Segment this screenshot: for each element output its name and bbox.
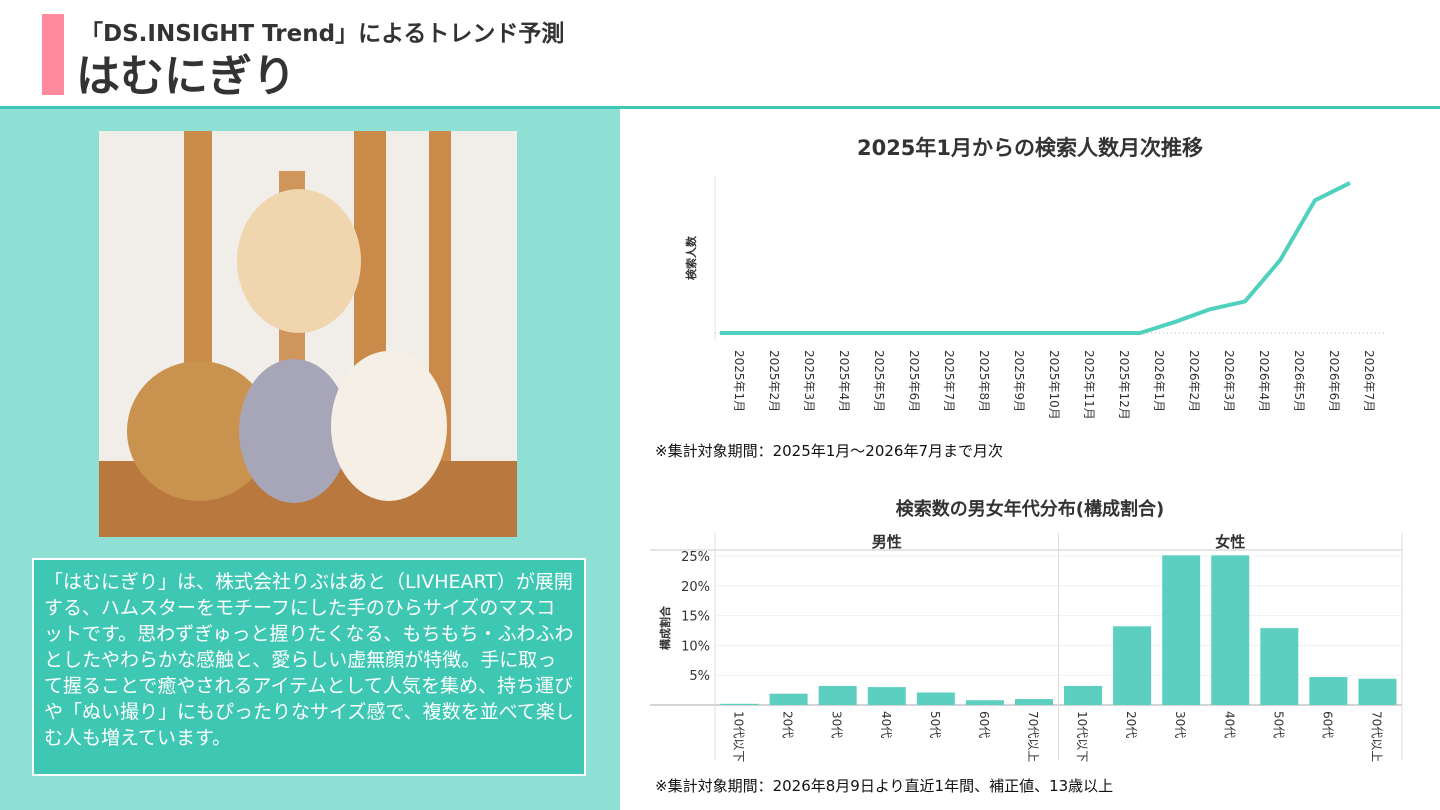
x-tick-label: 40代	[879, 711, 893, 738]
x-tick-label: 2025年8月	[977, 350, 991, 412]
y-tick-label: 20%	[681, 580, 710, 595]
product-photo	[99, 131, 517, 537]
bar	[1064, 685, 1103, 705]
x-tick-label: 2026年7月	[1362, 350, 1376, 412]
x-tick-label: 60代	[977, 711, 991, 738]
x-tick-label: 2025年7月	[942, 350, 956, 412]
y-axis-label: 検索人数	[684, 235, 698, 280]
bar	[1162, 555, 1201, 705]
bar	[916, 692, 955, 705]
y-tick-label: 15%	[681, 610, 710, 625]
bar	[965, 700, 1004, 705]
x-tick-label: 40代	[1222, 711, 1236, 738]
chart-title: 検索数の男女年代分布(構成割合)	[896, 498, 1164, 520]
x-tick-label: 2026年2月	[1187, 350, 1201, 412]
line	[720, 181, 1351, 335]
x-tick-label: 2025年12月	[1117, 350, 1131, 420]
panel-label: 男性	[872, 533, 902, 551]
bar	[1014, 699, 1053, 705]
bar	[1113, 626, 1152, 705]
x-tick-label: 2025年6月	[907, 350, 921, 412]
accent-bar	[42, 14, 64, 95]
x-tick-label: 2026年3月	[1222, 350, 1236, 412]
description: 「はむにぎり」は、株式会社りぶはあと（LIVHEART）が展開する、ハムスターを…	[32, 558, 586, 776]
x-tick-label: 10代以下	[732, 711, 746, 762]
x-tick-label: 2025年3月	[802, 350, 816, 412]
y-tick-label: 10%	[681, 639, 710, 654]
title: はむにぎり	[76, 51, 296, 102]
y-tick-label: 25%	[681, 550, 710, 565]
bar	[1260, 628, 1299, 705]
x-tick-label: 2025年1月	[732, 350, 746, 412]
note: ※集計対象期間：2025年1月〜2026年7月まで月次	[655, 442, 1004, 460]
bar	[1358, 678, 1397, 705]
x-tick-label: 2025年4月	[837, 350, 851, 412]
x-tick-label: 2026年5月	[1292, 350, 1306, 412]
x-tick-label: 2025年2月	[767, 350, 781, 412]
bar	[769, 693, 808, 705]
x-tick-label: 60代	[1320, 711, 1334, 738]
x-tick-label: 20代	[1124, 711, 1138, 738]
bar	[1211, 555, 1250, 705]
x-tick-label: 2025年10月	[1047, 350, 1061, 420]
y-tick-label: 5%	[689, 669, 710, 684]
bar	[720, 703, 759, 705]
x-tick-label: 2026年1月	[1152, 350, 1166, 412]
right-panel	[620, 109, 1440, 810]
x-tick-label: 2026年4月	[1257, 350, 1271, 412]
x-tick-label: 20代	[781, 711, 795, 738]
divider	[0, 106, 1440, 109]
x-tick-label: 50代	[928, 711, 942, 738]
x-tick-label: 50代	[1271, 711, 1285, 738]
x-tick-label: 2025年5月	[872, 350, 886, 412]
x-tick-label: 30代	[1173, 711, 1187, 738]
x-tick-label: 2026年6月	[1327, 350, 1341, 412]
y-axis-label: 構成割合	[658, 605, 672, 650]
x-tick-label: 70代以上	[1369, 711, 1383, 762]
x-tick-label: 70代以上	[1026, 711, 1040, 762]
panel-label: 女性	[1215, 533, 1245, 551]
bar	[867, 687, 906, 705]
note: ※集計対象期間：2026年8月9日より直近1年間、補正値、13歳以上	[655, 777, 1114, 795]
subtitle: 「DS.INSIGHT Trend」によるトレンド予測	[80, 21, 565, 47]
x-tick-label: 2025年9月	[1012, 350, 1026, 412]
bar	[1309, 676, 1348, 705]
x-tick-label: 30代	[830, 711, 844, 738]
chart-title: 2025年1月からの検索人数月次推移	[857, 136, 1203, 160]
x-tick-label: 2025年11月	[1082, 350, 1096, 420]
x-tick-label: 10代以下	[1075, 711, 1089, 762]
bar	[818, 685, 857, 705]
